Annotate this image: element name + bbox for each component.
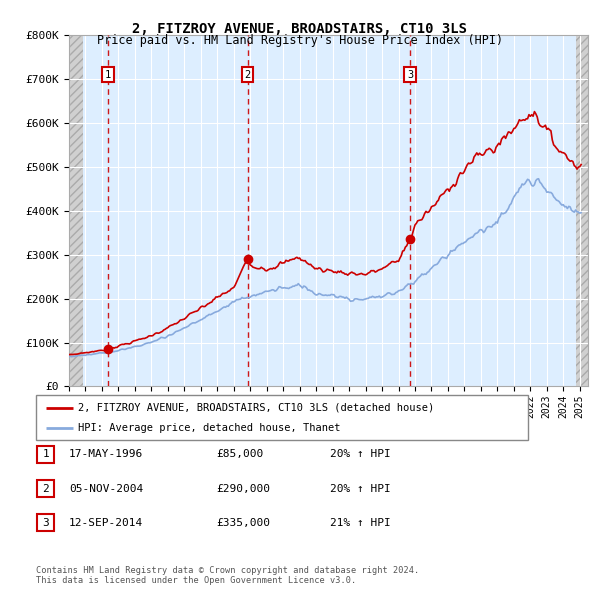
Text: 2: 2 [244, 70, 251, 80]
Text: £290,000: £290,000 [216, 484, 270, 493]
Text: 3: 3 [407, 70, 413, 80]
Text: Price paid vs. HM Land Registry's House Price Index (HPI): Price paid vs. HM Land Registry's House … [97, 34, 503, 47]
Text: HPI: Average price, detached house, Thanet: HPI: Average price, detached house, Than… [78, 424, 340, 434]
Text: 12-SEP-2014: 12-SEP-2014 [69, 518, 143, 527]
Text: Contains HM Land Registry data © Crown copyright and database right 2024.
This d: Contains HM Land Registry data © Crown c… [36, 566, 419, 585]
Bar [575, 35, 588, 386]
Text: 21% ↑ HPI: 21% ↑ HPI [330, 518, 391, 527]
Text: 3: 3 [42, 518, 49, 527]
Text: 2: 2 [42, 484, 49, 493]
Text: 05-NOV-2004: 05-NOV-2004 [69, 484, 143, 493]
FancyBboxPatch shape [37, 514, 54, 531]
Text: 17-MAY-1996: 17-MAY-1996 [69, 450, 143, 459]
FancyBboxPatch shape [37, 446, 54, 463]
Text: 2, FITZROY AVENUE, BROADSTAIRS, CT10 3LS: 2, FITZROY AVENUE, BROADSTAIRS, CT10 3LS [133, 22, 467, 36]
FancyBboxPatch shape [36, 395, 528, 440]
Text: 20% ↑ HPI: 20% ↑ HPI [330, 450, 391, 459]
Text: 20% ↑ HPI: 20% ↑ HPI [330, 484, 391, 493]
Bar [69, 35, 83, 386]
FancyBboxPatch shape [37, 480, 54, 497]
Text: 1: 1 [105, 70, 111, 80]
Text: £335,000: £335,000 [216, 518, 270, 527]
Text: £85,000: £85,000 [216, 450, 263, 459]
Text: 2, FITZROY AVENUE, BROADSTAIRS, CT10 3LS (detached house): 2, FITZROY AVENUE, BROADSTAIRS, CT10 3LS… [78, 403, 434, 412]
Text: 1: 1 [42, 450, 49, 459]
